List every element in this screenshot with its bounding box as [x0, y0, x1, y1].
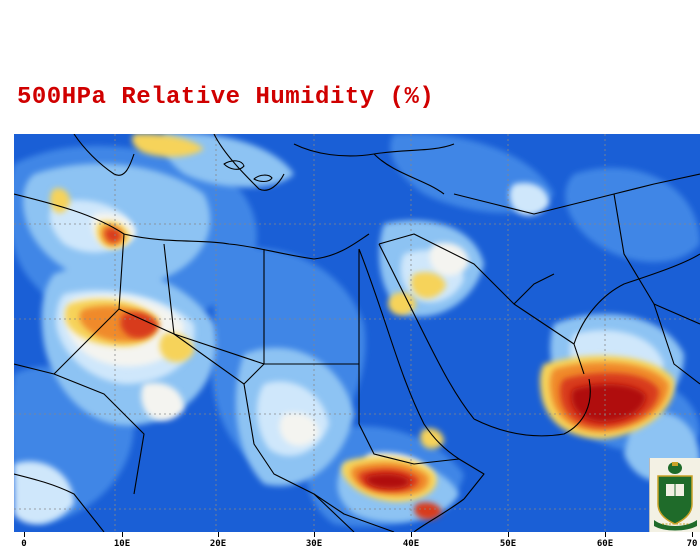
tick-mark [605, 532, 606, 537]
tick-mark [24, 532, 25, 537]
tick-label-60e: 60E [596, 539, 614, 549]
tick-mark [122, 532, 123, 537]
longitude-axis: 0 10E 20E 30E 40E 50E 60E 70 [0, 532, 700, 556]
tick-label-50e: 50E [499, 539, 517, 549]
humidity-map [14, 134, 700, 532]
university-seal-logo [649, 458, 700, 532]
tick-label-20e: 20E [209, 539, 227, 549]
tick-label-30e: 30E [305, 539, 323, 549]
tick-label-40e: 40E [402, 539, 420, 549]
map-title: 500HPa Relative Humidity (%) [17, 84, 435, 111]
tick-mark [692, 532, 693, 537]
tick-mark [508, 532, 509, 537]
tick-mark [218, 532, 219, 537]
tick-label-10e: 10E [113, 539, 131, 549]
tick-mark [314, 532, 315, 537]
country-borders [14, 134, 700, 532]
tick-label-0: 0 [21, 539, 27, 549]
humidity-field [14, 134, 700, 527]
tick-mark [411, 532, 412, 537]
tick-label-70: 70 [686, 539, 698, 549]
